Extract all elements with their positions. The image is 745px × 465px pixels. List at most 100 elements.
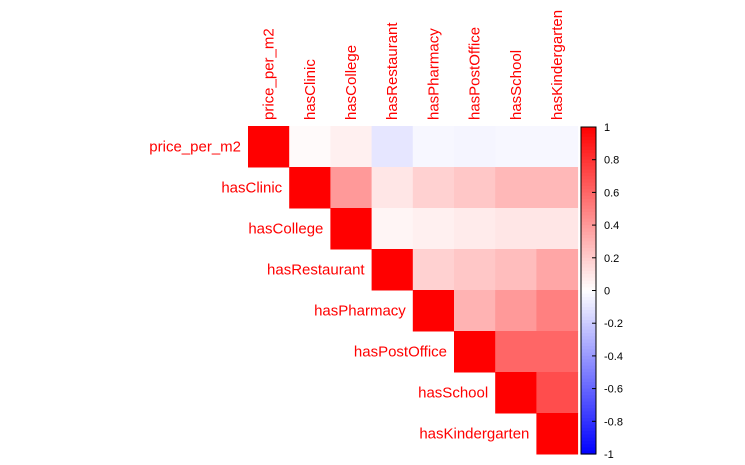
colorbar-segment	[581, 189, 596, 193]
colorbar-segment	[581, 179, 596, 184]
colorbar-segment	[581, 316, 596, 321]
heatmap-cell-hasCollege-hasPharmacy	[412, 208, 455, 250]
colorbar-segment	[581, 238, 596, 243]
colorbar-segment	[581, 313, 596, 318]
colorbar-segment	[581, 385, 596, 390]
colorbar-segment	[581, 424, 596, 429]
colorbar-segment	[581, 378, 596, 383]
colorbar-segment	[581, 228, 596, 233]
heatmap-cell-hasCollege-hasKindergarten	[536, 208, 579, 250]
colorbar-segment	[581, 264, 596, 269]
colorbar-segment	[581, 355, 596, 360]
colorbar-segment	[581, 185, 596, 190]
heatmap-cell-hasRestaurant-hasKindergarten	[536, 249, 579, 291]
colorbar-segment	[581, 336, 596, 341]
colorbar-segment	[581, 444, 596, 449]
heatmap-cell-price_per_m2-hasCollege	[330, 126, 373, 168]
colorbar-segment	[581, 198, 596, 203]
heatmap-cell-price_per_m2-hasKindergarten	[536, 126, 579, 168]
colorbar-tick-label: -0.2	[604, 318, 623, 330]
colorbar-segment	[581, 382, 596, 386]
heatmap-cell-hasPharmacy-hasKindergarten	[536, 290, 579, 332]
row-labels: price_per_m2 hasClinic hasCollege hasRestau…	[149, 139, 529, 443]
heatmap-cell-hasPharmacy-hasPharmacy	[412, 290, 455, 332]
colorbar-segment	[581, 401, 596, 406]
colorbar-segment	[581, 202, 596, 207]
colorbar-tick-label: 0.2	[604, 253, 619, 265]
colorbar-segment	[581, 162, 596, 167]
colorbar-segment	[581, 143, 596, 148]
colorbar-segment	[581, 440, 596, 445]
colorbar-segment	[581, 205, 596, 210]
row-label-hasCollege: hasCollege	[248, 221, 323, 238]
col-label-price_per_m2: price_per_m2	[261, 28, 278, 120]
colorbar-segment	[581, 261, 596, 265]
colorbar-segment	[581, 414, 596, 419]
heatmap-cell-hasClinic-hasClinic	[289, 167, 331, 209]
colorbar-segment	[581, 372, 596, 377]
colorbar-segment	[581, 270, 596, 275]
colorbar-segment	[581, 267, 596, 272]
colorbar-segment	[581, 306, 596, 311]
column-labels: price_per_m2 hasClinic hasCollege hasRestau…	[261, 10, 566, 120]
colorbar-segment	[581, 215, 596, 220]
heatmap-cell-hasKindergarten-hasKindergarten	[536, 413, 579, 455]
colorbar-segment	[581, 368, 596, 373]
colorbar-segment	[581, 290, 596, 295]
colorbar-segment	[581, 326, 596, 331]
row-label-hasSchool: hasSchool	[418, 385, 488, 402]
colorbar-segment	[581, 274, 596, 279]
colorbar-segment	[581, 395, 596, 400]
colorbar-segment	[581, 244, 596, 249]
heatmap-cell-hasClinic-hasKindergarten	[536, 167, 579, 209]
colorbar-segment	[581, 437, 596, 442]
colorbar-segment	[581, 146, 596, 151]
colorbar-segment	[581, 375, 596, 380]
colorbar-segment	[581, 421, 596, 426]
row-label-hasPharmacy: hasPharmacy	[314, 303, 406, 320]
colorbar-segment	[581, 149, 596, 154]
colorbar-segment	[581, 231, 596, 236]
colorbar-segment	[581, 140, 596, 144]
colorbar-segment	[581, 153, 596, 158]
heatmap-cell-price_per_m2-hasClinic	[289, 126, 331, 168]
colorbar-segment	[581, 333, 596, 337]
colorbar-segment	[581, 283, 596, 288]
heatmap-cell-price_per_m2-hasPharmacy	[412, 126, 455, 168]
heatmap-cell-hasRestaurant-hasSchool	[495, 249, 537, 291]
colorbar-segment	[581, 195, 596, 200]
colorbar-segment	[581, 192, 596, 197]
colorbar-segment	[581, 303, 596, 308]
heatmap-cell-hasPharmacy-hasPostOffice	[454, 290, 496, 332]
heatmap-cell-price_per_m2-hasPostOffice	[454, 126, 496, 168]
colorbar-segment	[581, 234, 596, 239]
row-label-hasClinic: hasClinic	[221, 180, 282, 197]
col-label-hasCollege: hasCollege	[343, 45, 360, 120]
heatmap-cell-hasPharmacy-hasSchool	[495, 290, 537, 332]
colorbar-segment	[581, 447, 596, 452]
colorbar-segment	[581, 300, 596, 305]
colorbar-segment	[581, 159, 596, 164]
heatmap-cell-price_per_m2-hasRestaurant	[371, 126, 414, 168]
colorbar: 1 0.8 0.6 0.4 0.2 0 -0.2 -0.4 -0.6 -0.8 -1	[580, 122, 623, 461]
colorbar-segment	[581, 404, 596, 409]
colorbar-segment	[581, 365, 596, 370]
heatmap-cell-price_per_m2-price_per_m2	[248, 126, 290, 168]
heatmap-cell-hasClinic-hasCollege	[330, 167, 373, 209]
colorbar-segment	[581, 339, 596, 344]
colorbar-tick-label: 0.6	[604, 187, 619, 199]
colorbar-segment	[581, 418, 596, 422]
colorbar-tick-label: 1	[604, 122, 610, 134]
heatmap-cell-hasPostOffice-hasKindergarten	[536, 331, 579, 373]
colorbar-segment	[581, 280, 596, 285]
heatmap-cell-hasPostOffice-hasPostOffice	[454, 331, 496, 373]
colorbar-segment	[581, 329, 596, 334]
colorbar-segment	[581, 218, 596, 223]
col-label-hasClinic: hasClinic	[302, 59, 319, 120]
colorbar-segment	[581, 411, 596, 416]
colorbar-segment	[581, 156, 596, 161]
heatmap-cell-hasClinic-hasPharmacy	[412, 167, 455, 209]
colorbar-segment	[581, 427, 596, 432]
colorbar-tick-label: -1	[604, 449, 614, 461]
colorbar-segment	[581, 431, 596, 435]
